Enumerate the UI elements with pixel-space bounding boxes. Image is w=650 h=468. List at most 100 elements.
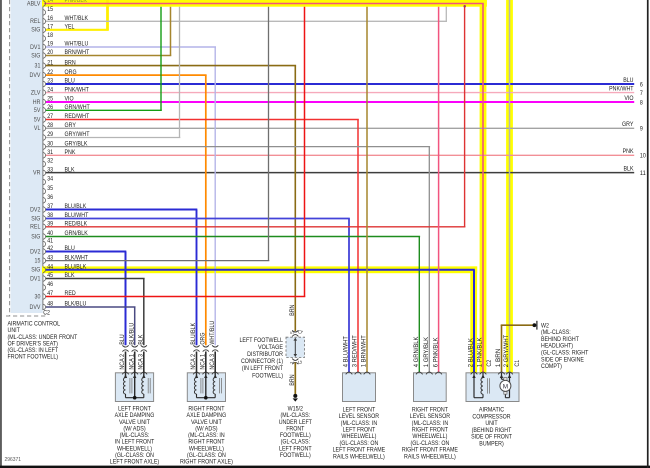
svg-text:SIDE OF FRONT: SIDE OF FRONT — [471, 434, 512, 441]
svg-text:(ML-CLASS: UNDER FRONT: (ML-CLASS: UNDER FRONT — [8, 334, 78, 341]
svg-text:AXLE DAMPING: AXLE DAMPING — [115, 412, 155, 419]
svg-text:PNK: PNK — [65, 149, 77, 156]
svg-text:RIGHT FRONT AXLE): RIGHT FRONT AXLE) — [180, 459, 233, 466]
svg-text:AXLE DAMPING: AXLE DAMPING — [187, 412, 227, 419]
svg-text:PNK: PNK — [623, 148, 635, 155]
svg-text:W2: W2 — [541, 322, 549, 329]
svg-text:5V: 5V — [34, 116, 41, 123]
svg-text:3 RED/WHT: 3 RED/WHT — [352, 335, 359, 367]
svg-text:PNK/WHT: PNK/WHT — [609, 86, 634, 93]
svg-text:31: 31 — [35, 62, 41, 69]
svg-text:COMPT): COMPT) — [541, 363, 562, 370]
svg-text:WHEELWELL): WHEELWELL) — [341, 433, 376, 440]
svg-text:WHEELWELL): WHEELWELL) — [189, 445, 224, 452]
svg-text:REL: REL — [30, 224, 41, 231]
svg-text:COMPRESSOR: COMPRESSOR — [472, 413, 511, 420]
svg-text:LEFT FRONT: LEFT FRONT — [118, 406, 151, 413]
svg-text:NCA 1: NCA 1 — [128, 354, 135, 370]
svg-text:FOOTWELL): FOOTWELL) — [280, 452, 311, 459]
svg-text:VOLTAGE: VOLTAGE — [258, 344, 283, 351]
svg-text:ORG: ORG — [200, 332, 207, 344]
svg-text:6: 6 — [640, 81, 643, 88]
svg-text:BLU/BLK: BLU/BLK — [65, 264, 87, 271]
svg-text:LEFT FOOTWELL: LEFT FOOTWELL — [239, 337, 283, 344]
svg-text:26: 26 — [47, 104, 53, 111]
svg-text:BLU: BLU — [65, 78, 76, 85]
svg-text:RED/BLK: RED/BLK — [65, 221, 88, 228]
svg-text:RIGHT FRONT: RIGHT FRONT — [412, 427, 448, 434]
svg-text:1 GRY/BLK: 1 GRY/BLK — [423, 336, 430, 367]
svg-text:2 GRY/WHT: 2 GRY/WHT — [503, 335, 510, 367]
svg-text:W15/2: W15/2 — [288, 406, 304, 413]
svg-text:BLK/BLU: BLK/BLU — [128, 322, 135, 344]
svg-text:45: 45 — [47, 272, 53, 279]
svg-text:GRY/WHT: GRY/WHT — [65, 131, 90, 138]
svg-text:BRN: BRN — [289, 304, 296, 316]
svg-text:DVV: DVV — [30, 72, 42, 79]
svg-text:10: 10 — [640, 153, 646, 160]
svg-text:25: 25 — [47, 96, 53, 103]
svg-text:GRY: GRY — [65, 122, 77, 129]
svg-text:HEADLIGHT): HEADLIGHT) — [541, 343, 573, 350]
svg-text:LEFT FRONT: LEFT FRONT — [343, 406, 376, 413]
svg-text:RED: RED — [65, 290, 77, 297]
svg-text:DV1: DV1 — [30, 44, 41, 51]
svg-text:9: 9 — [640, 126, 643, 133]
svg-text:RED/WHT: RED/WHT — [65, 113, 90, 120]
svg-text:VALVE UNIT: VALVE UNIT — [119, 419, 150, 426]
svg-text:23: 23 — [47, 78, 53, 85]
svg-text:WHEELWELL): WHEELWELL) — [117, 445, 152, 452]
svg-text:16: 16 — [47, 15, 53, 22]
svg-text:NCA 3: NCA 3 — [209, 354, 216, 370]
svg-text:(ML-CLASS: IN: (ML-CLASS: IN — [341, 420, 378, 427]
svg-text:RIGHT FRONT: RIGHT FRONT — [188, 406, 224, 413]
svg-text:36: 36 — [47, 194, 53, 201]
svg-text:(ML-CLASS:: (ML-CLASS: — [120, 432, 150, 439]
svg-text:BLU: BLU — [65, 245, 76, 252]
svg-text:GRN/WHT: GRN/WHT — [65, 104, 90, 111]
svg-text:PNK/BLK: PNK/BLK — [65, 0, 88, 4]
svg-text:(BEHIND RIGHT: (BEHIND RIGHT — [472, 427, 512, 434]
svg-text:VR: VR — [33, 170, 41, 177]
svg-text:18: 18 — [47, 32, 53, 39]
svg-text:SIG: SIG — [31, 267, 40, 274]
svg-text:11: 11 — [640, 170, 646, 177]
svg-text:ABLV: ABLV — [27, 0, 41, 7]
svg-text:(GL-CLASS:: (GL-CLASS: — [281, 439, 311, 446]
svg-text:VL: VL — [34, 125, 41, 132]
svg-text:20: 20 — [47, 49, 53, 56]
svg-text:AIRMATIC CONTROL: AIRMATIC CONTROL — [8, 321, 61, 328]
svg-text:WHT/BLU: WHT/BLU — [209, 320, 216, 344]
svg-text:5V: 5V — [34, 107, 41, 114]
svg-text:UNIT: UNIT — [8, 327, 20, 334]
svg-text:4 BLU/WHT: 4 BLU/WHT — [343, 336, 350, 367]
svg-text:C1: C1 — [514, 359, 521, 366]
svg-text:VALVE UNIT: VALVE UNIT — [191, 419, 222, 426]
svg-text:BRN: BRN — [65, 59, 77, 66]
svg-text:BEHIND RIGHT: BEHIND RIGHT — [541, 336, 579, 343]
svg-text:38: 38 — [47, 212, 53, 219]
svg-text:GRY/BLK: GRY/BLK — [65, 140, 89, 147]
svg-text:NCA 1: NCA 1 — [200, 354, 207, 370]
svg-text:(GL-CLASS: IN LEFT: (GL-CLASS: IN LEFT — [8, 347, 59, 354]
svg-text:YEL: YEL — [65, 24, 75, 31]
svg-text:15: 15 — [35, 257, 41, 264]
svg-text:48: 48 — [47, 301, 53, 308]
svg-text:35: 35 — [47, 185, 53, 192]
svg-text:1 BRN/WHT: 1 BRN/WHT — [361, 335, 368, 367]
svg-text:VIO: VIO — [65, 96, 74, 103]
svg-text:39: 39 — [47, 221, 53, 228]
svg-text:15: 15 — [47, 6, 53, 13]
svg-text:BRN: BRN — [289, 374, 296, 386]
svg-text:2 BLU/BLK: 2 BLU/BLK — [468, 337, 475, 367]
svg-text:8: 8 — [640, 99, 643, 106]
svg-text:FRONT FOOTWELL): FRONT FOOTWELL) — [8, 354, 59, 361]
svg-text:WHEELWELL): WHEELWELL) — [412, 433, 447, 440]
svg-text:296371: 296371 — [5, 457, 22, 463]
svg-text:(GL-CLASS: RIGHT: (GL-CLASS: RIGHT — [541, 350, 588, 357]
svg-text:NCA 2: NCA 2 — [190, 354, 197, 370]
svg-text:FRONT: FRONT — [286, 425, 304, 432]
svg-text:DV2: DV2 — [30, 206, 41, 213]
svg-text:REL: REL — [30, 18, 41, 25]
svg-text:DISTRIBUTOR: DISTRIBUTOR — [247, 351, 283, 358]
